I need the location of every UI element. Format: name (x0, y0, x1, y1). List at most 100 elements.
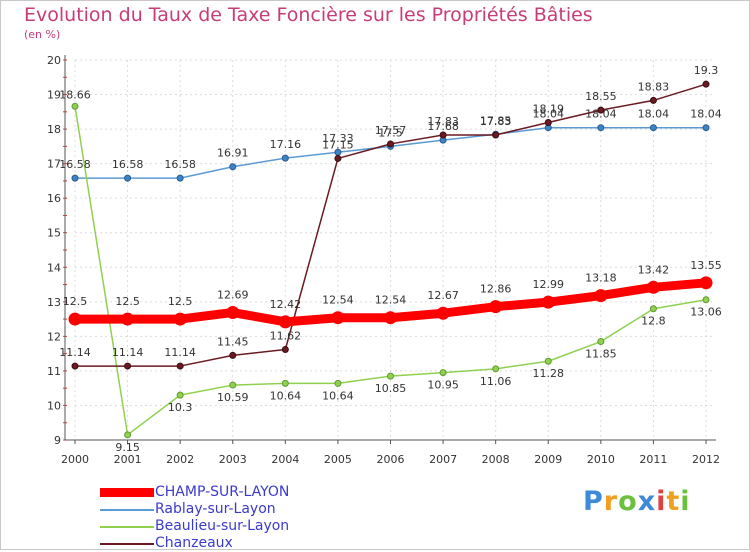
data-label-beaulieu: 11.28 (533, 367, 565, 380)
y-tick-label: 11 (47, 365, 61, 378)
data-label-beaulieu: 10.85 (375, 382, 407, 395)
data-label-champ: 12.67 (427, 289, 459, 302)
data-label-rablay: 16.58 (59, 158, 91, 171)
data-label-chanzeaux: 11.14 (112, 346, 144, 359)
y-tick-label: 16 (47, 192, 61, 205)
data-label-champ: 12.69 (217, 289, 249, 302)
data-label-beaulieu: 10.64 (270, 389, 302, 402)
data-label-champ: 12.5 (63, 295, 88, 308)
legend-label: Rablay-sur-Layon (155, 501, 276, 517)
data-label-champ: 13.42 (638, 263, 670, 276)
data-point-rablay (124, 174, 132, 182)
data-label-rablay: 16.58 (164, 158, 196, 171)
data-point-chanzeaux (387, 140, 394, 148)
x-tick-label: 2007 (429, 453, 457, 466)
data-point-champ (331, 311, 345, 325)
data-label-beaulieu: 18.66 (59, 88, 91, 101)
x-tick-label: 2003 (219, 453, 247, 466)
data-label-beaulieu: 10.3 (168, 401, 193, 414)
data-point-beaulieu (597, 338, 605, 346)
data-point-champ (384, 311, 397, 325)
data-point-rablay (71, 174, 79, 182)
x-tick-label: 2002 (166, 453, 194, 466)
chart-subtitle: (en %) (24, 28, 61, 41)
data-label-rablay: 18.04 (638, 108, 670, 121)
data-label-champ: 12.99 (533, 278, 565, 291)
x-tick-label: 2010 (587, 453, 615, 466)
legend-swatch (100, 526, 154, 528)
data-label-chanzeaux: 18.19 (533, 103, 565, 116)
data-point-beaulieu (387, 372, 394, 380)
data-label-champ: 12.54 (375, 294, 407, 307)
data-point-beaulieu (71, 102, 79, 110)
logo-letter: o (618, 486, 638, 517)
data-point-chanzeaux (492, 131, 500, 139)
data-label-chanzeaux: 18.83 (638, 80, 670, 93)
data-point-beaulieu (544, 357, 552, 365)
data-label-beaulieu: 13.06 (690, 306, 722, 319)
logo-letter: r (603, 486, 619, 517)
legend-label: CHAMP-SUR-LAYON (155, 484, 290, 500)
data-point-champ (436, 306, 450, 320)
data-label-chanzeaux: 17.57 (375, 124, 407, 137)
data-point-beaulieu (281, 379, 289, 387)
data-label-champ: 12.42 (270, 298, 302, 311)
data-label-champ: 13.18 (585, 272, 617, 285)
data-label-chanzeaux: 11.45 (217, 335, 249, 348)
data-point-champ (541, 295, 555, 309)
data-point-champ (173, 312, 187, 326)
chart-title: Evolution du Taux de Taxe Foncière sur l… (24, 4, 593, 26)
data-point-champ (68, 312, 82, 326)
proxiti-logo: Proxiti (583, 486, 691, 517)
data-point-beaulieu (649, 305, 657, 313)
data-label-rablay: 16.91 (217, 147, 249, 160)
x-tick-label: 2005 (324, 453, 352, 466)
y-tick-label: 13 (47, 296, 61, 309)
data-point-beaulieu (124, 431, 132, 439)
y-tick-label: 17 (47, 158, 61, 171)
data-point-chanzeaux (544, 119, 552, 127)
logo-letter: P (583, 486, 604, 517)
data-label-beaulieu: 9.15 (115, 441, 140, 454)
data-point-champ (121, 312, 135, 326)
data-label-chanzeaux: 19.3 (694, 64, 719, 77)
data-point-rablay (649, 124, 657, 132)
x-tick-label: 2011 (639, 453, 667, 466)
data-label-chanzeaux: 18.55 (585, 90, 617, 103)
logo-letter: i (656, 486, 667, 517)
data-point-chanzeaux (649, 96, 657, 104)
y-tick-label: 18 (47, 123, 61, 136)
data-label-beaulieu: 11.06 (480, 375, 512, 388)
data-point-beaulieu (492, 365, 500, 373)
data-label-champ: 12.86 (480, 283, 512, 296)
x-tick-label: 2008 (482, 453, 510, 466)
x-tick-label: 2012 (692, 453, 720, 466)
series-layer (68, 80, 713, 439)
y-tick-label: 12 (47, 330, 61, 343)
data-label-beaulieu: 10.59 (217, 391, 249, 404)
data-label-beaulieu: 10.95 (427, 379, 459, 392)
data-point-chanzeaux (124, 362, 132, 370)
data-label-rablay: 18.04 (690, 108, 722, 121)
data-point-champ (226, 306, 240, 320)
data-label-chanzeaux: 17.15 (322, 138, 354, 151)
data-point-chanzeaux (334, 154, 342, 162)
data-label-chanzeaux: 11.62 (270, 329, 302, 342)
data-label-rablay: 18.04 (533, 108, 565, 121)
data-label-champ: 12.5 (115, 295, 140, 308)
x-tick-label: 2004 (271, 453, 299, 466)
data-label-rablay: 17.5 (378, 126, 403, 139)
data-label-champ: 13.55 (690, 259, 722, 272)
data-point-champ (699, 276, 713, 290)
data-label-rablay: 18.04 (585, 108, 617, 121)
y-tick-label: 20 (47, 54, 61, 67)
y-tick-label: 10 (47, 399, 61, 412)
data-label-beaulieu: 12.8 (641, 315, 666, 328)
data-point-champ (646, 280, 660, 294)
data-point-rablay (281, 154, 289, 162)
data-label-rablay: 17.85 (480, 114, 512, 127)
data-label-chanzeaux: 11.14 (59, 346, 91, 359)
data-point-chanzeaux (71, 362, 79, 370)
